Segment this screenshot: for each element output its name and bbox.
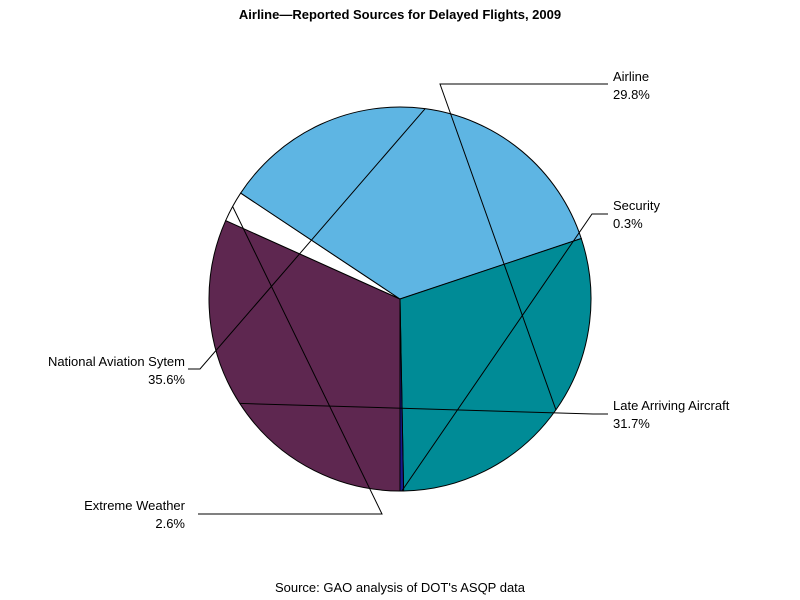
slice-labels: Late Arriving Aircraft 31.7% Extreme Weath… [48,69,730,531]
slice-value-airline: 29.8% [613,87,650,102]
pie-slice-security [399,298,405,492]
pie-slices [208,106,592,492]
slice-label-airline: Airline [613,69,649,84]
slice-label-national-aviation-sytem: National Aviation Sytem [48,354,185,369]
leader-lines [188,83,608,515]
leader-line-security [401,213,608,492]
chart-footnote: Source: GAO analysis of DOT's ASQP data [274,580,526,595]
pie-slice-late-arriving-aircraft [208,219,401,492]
slice-label-late-arriving-aircraft: Late Arriving Aircraft [613,398,730,413]
chart-title: Airline—Reported Sources for Delayed Fli… [238,7,562,22]
slice-label-extreme-weather: Extreme Weather [84,498,186,513]
leader-line-extreme-weather [198,206,383,515]
slice-value-extreme-weather: 2.6% [155,516,185,531]
slice-label-security: Security [613,198,660,213]
leader-line-airline [439,83,608,411]
leader-line-national-aviation-sytem [188,108,426,370]
slice-value-security: 0.3% [613,216,643,231]
slice-value-national-aviation-sytem: 35.6% [148,372,185,387]
slice-value-late-arriving-aircraft: 31.7% [613,416,650,431]
leader-line-late-arriving-aircraft [239,402,608,415]
